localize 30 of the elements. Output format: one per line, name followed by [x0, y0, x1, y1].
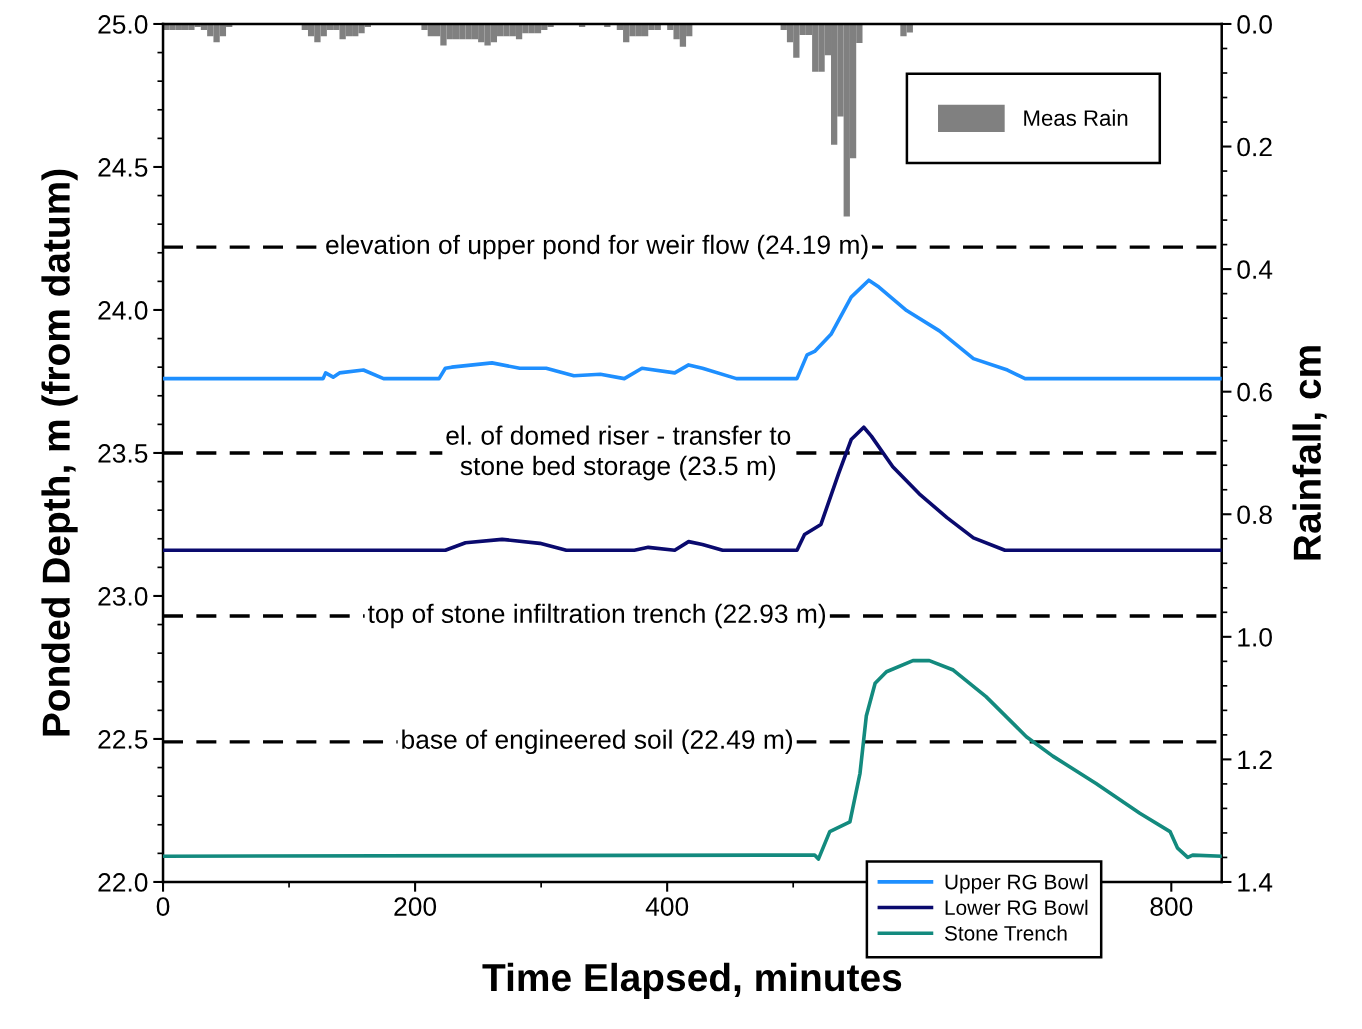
y2-tick-label: 0.8 [1237, 505, 1272, 525]
x-axis-title: Time Elapsed, minutes [482, 962, 902, 1000]
y-tick-label: 23.5 [98, 444, 148, 463]
x-tick-label: 0 [156, 897, 170, 916]
ref-line-label: el. of domed riser - transfer to stone bed storage (23.5 m) [446, 425, 791, 481]
y-tick-label: 22.0 [98, 873, 148, 892]
y-tick-label: 24.0 [98, 301, 148, 320]
x-tick-label: 400 [645, 897, 689, 916]
y-tick-label: 25.0 [98, 15, 148, 34]
y2-tick-label: 0.2 [1237, 137, 1272, 157]
y-tick-label: 24.5 [98, 158, 148, 177]
y2-tick-label: 1.4 [1238, 873, 1273, 892]
legend-label: Meas Rain [1024, 109, 1128, 126]
y2-tick-label: 1.0 [1238, 627, 1272, 647]
x-tick-label: 200 [394, 897, 437, 916]
y2-tick-label: 0.6 [1237, 382, 1272, 402]
legend-label: Stone Trench [944, 925, 1067, 941]
y-tick-label: 22.5 [98, 730, 148, 749]
ref-line-label: top of stone infiltration trench (22.93 m) [367, 603, 826, 629]
ref-line-label: base of engineered soil (22.49 m) [402, 729, 793, 755]
y-tick-label: 23.0 [98, 587, 148, 606]
y2-tick-label: 0.0 [1237, 15, 1272, 34]
legend-label: Upper RG Bowl [945, 874, 1088, 894]
legend-label: Lower RG Bowl [945, 899, 1088, 916]
y2-tick-label: 1.2 [1238, 750, 1272, 769]
y2-tick-label: 0.4 [1237, 260, 1273, 279]
y-axis-title: Ponded Depth, m (from datum) [41, 169, 78, 736]
ref-line-label: elevation of upper pond for weir flow (24.19 m) [326, 234, 868, 260]
y2-axis-title: Rainfall, cm [1292, 346, 1327, 560]
x-tick-label: 800 [1150, 897, 1193, 916]
